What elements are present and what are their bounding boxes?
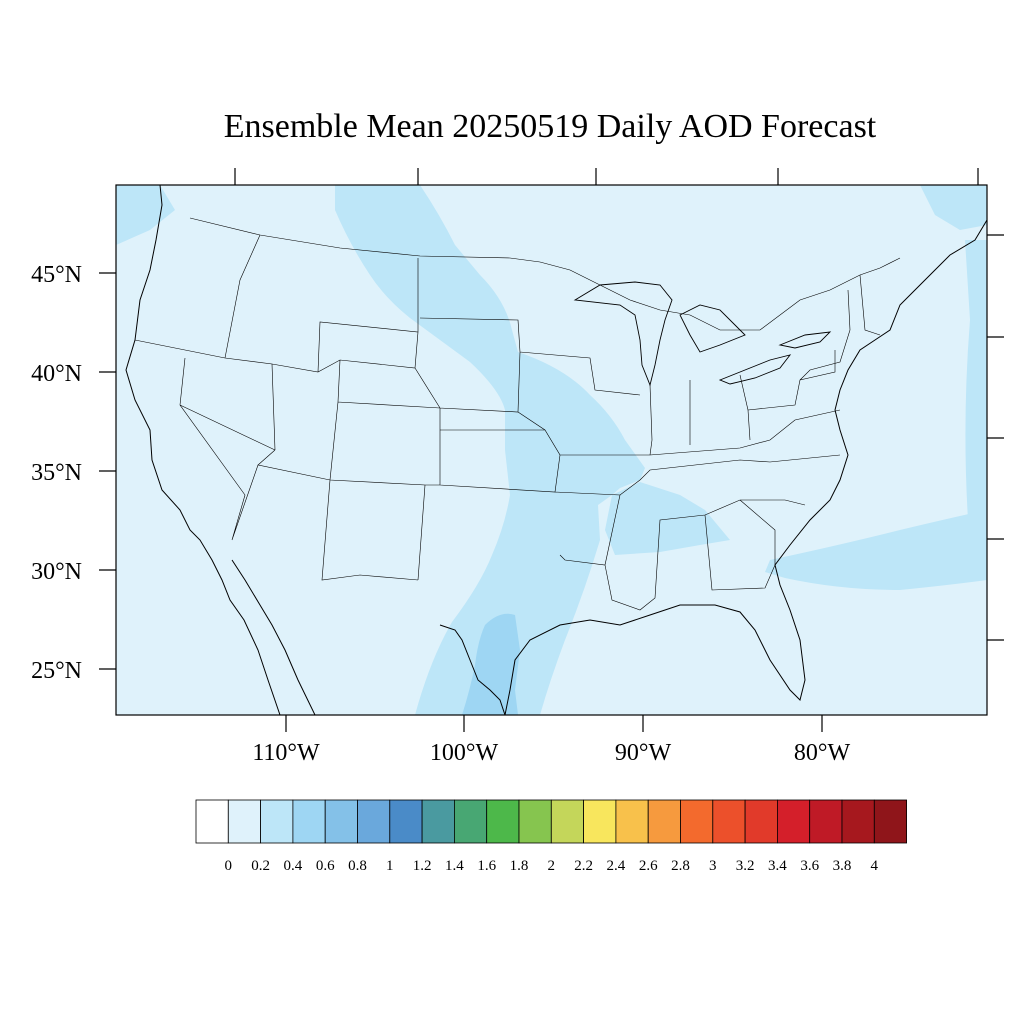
colorbar-label: 0.4	[284, 858, 303, 874]
colorbar-label: 2.4	[607, 858, 626, 874]
bottom-ticks	[285, 715, 823, 732]
colorbar-box	[841, 799, 875, 844]
colorbar-box	[227, 799, 262, 844]
colorbar-label: 1.6	[477, 858, 496, 874]
aod-plume-northwest	[116, 185, 175, 245]
colorbar-box	[421, 799, 455, 844]
colorbar-box	[680, 799, 714, 844]
lon-label-110: 110°W	[252, 740, 320, 766]
colorbar-label: 1.2	[413, 858, 432, 874]
map-lines	[125, 185, 987, 715]
coastline-west	[125, 185, 281, 715]
colorbar-label: 0.8	[348, 858, 367, 874]
colorbar-box	[357, 799, 391, 844]
colorbar-box	[873, 799, 907, 844]
colorbar-box	[550, 799, 584, 844]
colorbar-labels: 0 0.2 0.4 0.6 0.8 1 1.2 1.4 1.6 1.8 2 2.2 2.4 2.6 2.8 3…	[225, 858, 879, 874]
colorbar-label: 1.4	[445, 858, 464, 874]
colorbar-box	[260, 799, 294, 844]
top-ticks	[234, 168, 979, 185]
colorbar-box	[712, 799, 746, 844]
lat-label-35: 35°N	[31, 460, 82, 486]
lat-label-40: 40°N	[31, 361, 82, 387]
lon-label-80: 80°W	[794, 740, 851, 766]
aod-plume-atlantic	[765, 510, 987, 590]
colorbar-label: 0	[225, 858, 233, 874]
canada-border	[189, 217, 901, 331]
map-frame	[115, 184, 988, 716]
colorbar-label: 3.4	[768, 858, 787, 874]
colorbar-box	[518, 799, 552, 844]
colorbar-box	[777, 799, 811, 844]
colorbar-label: 4	[871, 858, 879, 874]
colorbar-label: 2.2	[574, 858, 593, 874]
colorbar-label: 1.8	[510, 858, 529, 874]
page-title: Ensemble Mean 20250519 Daily AOD Forecas…	[223, 108, 877, 145]
lon-label-90: 90°W	[615, 740, 672, 766]
coastline-gulf	[504, 219, 987, 715]
colorbar-box	[389, 799, 423, 844]
lon-label-100: 100°W	[430, 740, 499, 766]
lat-label-45: 45°N	[31, 262, 82, 288]
coastline-baja	[231, 559, 316, 715]
lat-label-30: 30°N	[31, 559, 82, 585]
colorbar-box	[324, 799, 358, 844]
aod-plume-east-edge	[965, 240, 987, 520]
colorbar-label: 0.2	[251, 858, 270, 874]
aod-plume-southeast	[605, 482, 730, 555]
colorbar	[195, 799, 907, 844]
aod-field	[116, 185, 987, 715]
colorbar-label: 1	[386, 858, 394, 874]
colorbar-label: 3.2	[736, 858, 755, 874]
colorbar-box	[809, 799, 843, 844]
colorbar-box	[453, 799, 488, 844]
colorbar-label: 3	[709, 858, 717, 874]
colorbar-box	[195, 799, 229, 844]
coastline-mexico-gulf	[439, 624, 506, 715]
aod-plume-northeast	[920, 185, 987, 230]
colorbar-box	[292, 799, 326, 844]
colorbar-label: 2	[548, 858, 556, 874]
colorbar-box	[615, 799, 649, 844]
state-lines	[134, 234, 881, 611]
lat-label-25: 25°N	[31, 658, 82, 684]
colorbar-box	[647, 799, 681, 844]
colorbar-label: 2.8	[671, 858, 690, 874]
aod-core-texas	[462, 613, 520, 715]
colorbar-label: 0.6	[316, 858, 335, 874]
colorbar-label: 2.6	[639, 858, 658, 874]
colorbar-box	[744, 799, 778, 844]
left-ticks	[99, 272, 116, 670]
colorbar-label: 3.6	[800, 858, 819, 874]
colorbar-box	[486, 799, 520, 844]
colorbar-box	[583, 799, 617, 844]
great-lakes	[573, 281, 832, 387]
colorbar-label: 3.8	[833, 858, 852, 874]
right-ticks	[987, 234, 1004, 641]
aod-plume-central	[335, 185, 645, 715]
